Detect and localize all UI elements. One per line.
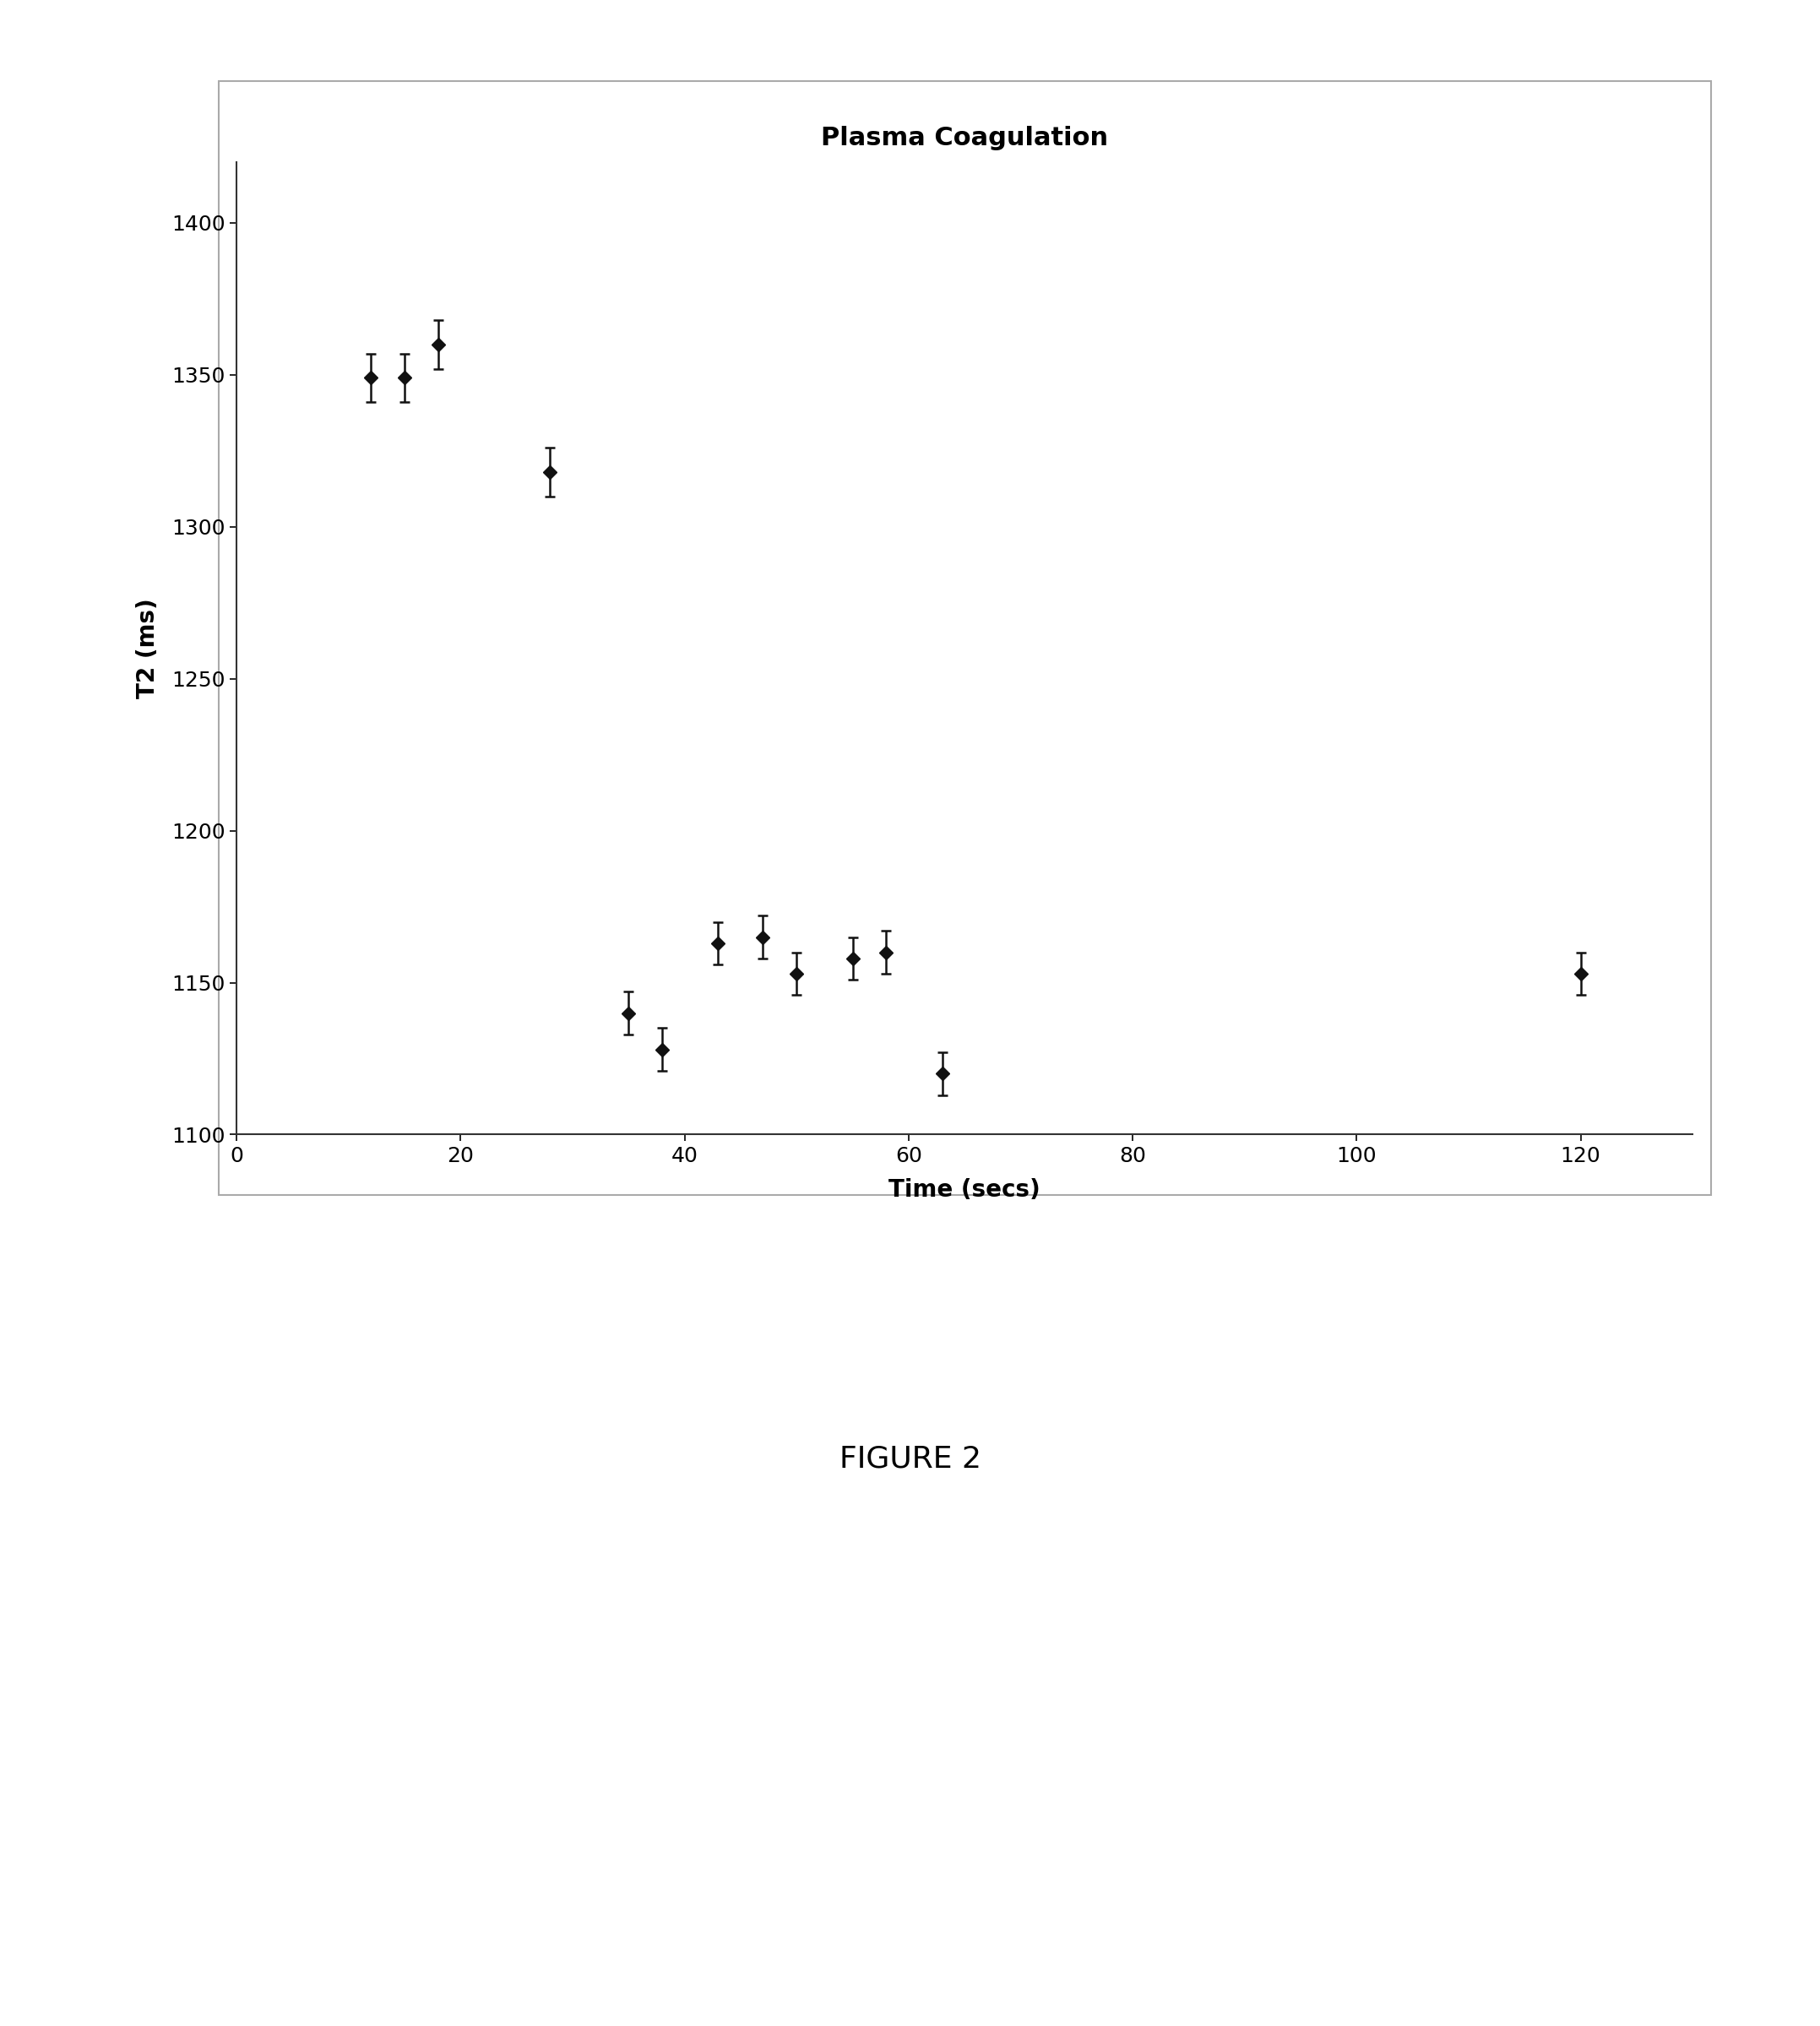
- Y-axis label: T2 (ms): T2 (ms): [136, 598, 160, 699]
- X-axis label: Time (secs): Time (secs): [888, 1177, 1041, 1201]
- Text: FIGURE 2: FIGURE 2: [839, 1445, 981, 1473]
- Title: Plasma Coagulation: Plasma Coagulation: [821, 126, 1108, 150]
